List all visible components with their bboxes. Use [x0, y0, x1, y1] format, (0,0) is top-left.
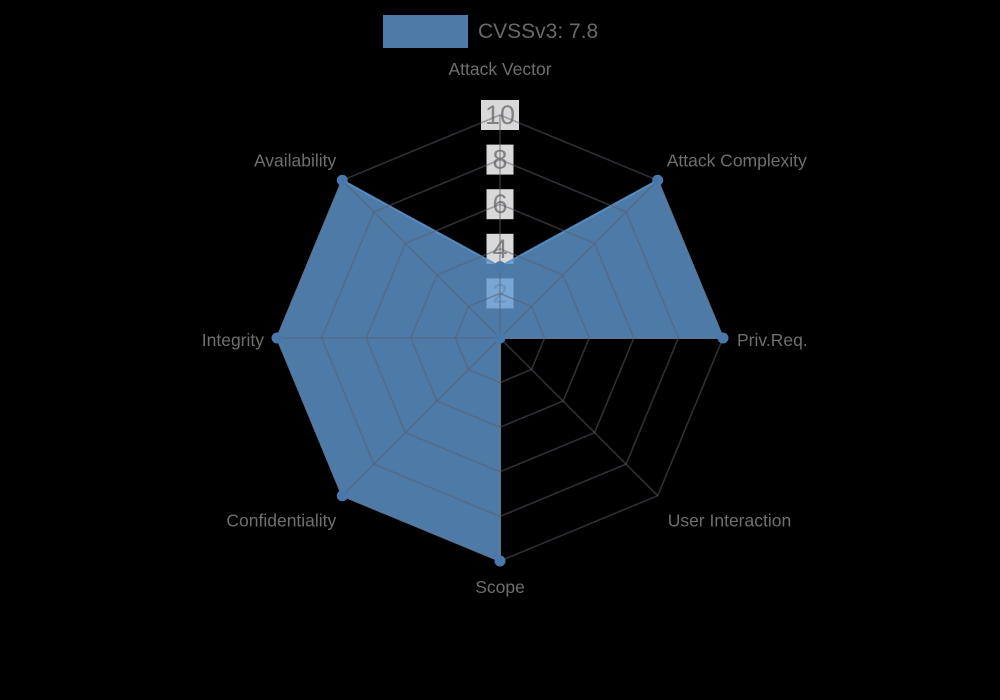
axis-label: Integrity	[202, 330, 264, 350]
data-point	[271, 332, 283, 344]
data-point	[652, 174, 664, 186]
axis-label: Scope	[475, 577, 525, 597]
axis-spoke	[341, 337, 501, 497]
legend-label: CVSSv3: 7.8	[478, 19, 599, 43]
axis-spoke	[341, 179, 501, 339]
axis-label: Confidentiality	[226, 511, 336, 531]
axis-spoke	[499, 179, 659, 339]
data-point	[494, 332, 506, 344]
axis-label: Attack Complexity	[667, 150, 807, 170]
axis-label: Attack Vector	[448, 59, 551, 79]
axis-spoke	[499, 337, 659, 497]
legend: CVSSv3: 7.8	[383, 15, 598, 48]
axis-label: Priv.Req.	[737, 330, 808, 350]
data-point	[494, 261, 506, 273]
data-point	[336, 490, 348, 502]
data-point	[336, 174, 348, 186]
legend-swatch	[383, 15, 468, 48]
data-point	[494, 555, 506, 567]
axis-label: Availability	[254, 150, 337, 170]
axis-label: User Interaction	[668, 511, 792, 531]
data-point	[717, 332, 729, 344]
